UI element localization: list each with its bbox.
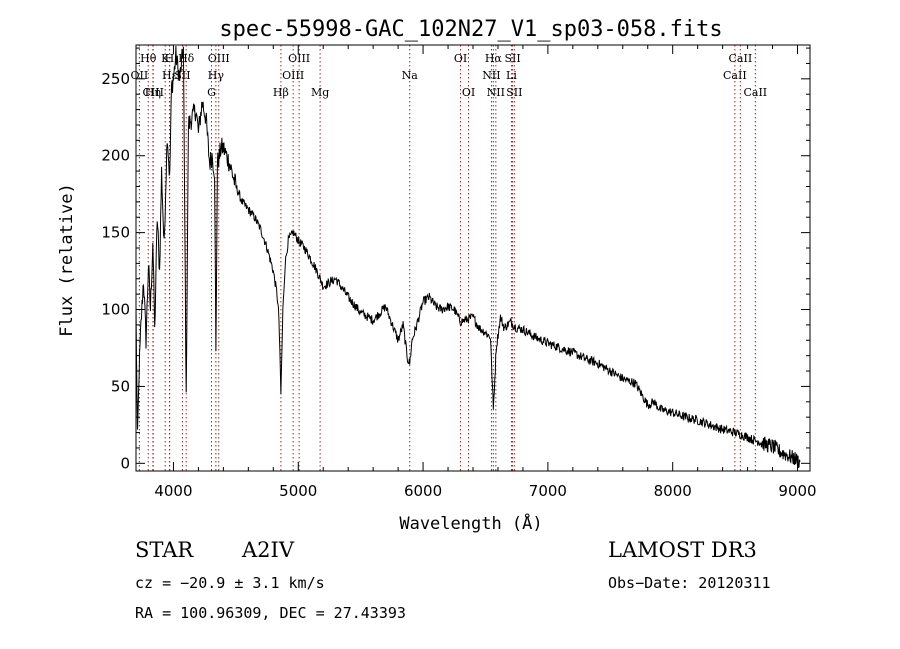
absorption-line-label: CaII (729, 52, 753, 65)
absorption-line-label: SII (174, 69, 190, 82)
absorption-line-label: G (207, 86, 216, 99)
y-axis-label: Flux (relative) (57, 183, 77, 337)
x-tick-label: 5000 (279, 482, 317, 500)
x-tick-label: 9000 (778, 482, 816, 500)
absorption-line-label: OI (462, 86, 475, 99)
y-tick-label: 50 (111, 377, 130, 395)
observation-date: Obs−Date: 20120311 (608, 574, 771, 592)
survey-name: LAMOST DR3 (608, 538, 757, 562)
y-tick-label: 0 (120, 454, 130, 472)
absorption-line-label: K (161, 52, 170, 65)
absorption-line-label: Hη (145, 86, 161, 99)
y-tick-label: 100 (101, 301, 130, 319)
absorption-line-label: Hδ (178, 52, 195, 65)
absorption-line-label: CaII (743, 86, 767, 99)
y-tick-label: 200 (101, 147, 130, 165)
absorption-line-label: OI (454, 52, 467, 65)
absorption-line-label: CIII (142, 86, 163, 99)
absorption-line-label: Mg (311, 86, 329, 99)
absorption-line-label: OIII (282, 69, 304, 82)
object-class: STAR (135, 538, 194, 562)
spectrum-line (135, 45, 801, 469)
coordinates: RA = 100.96309, DEC = 27.43393 (135, 604, 406, 622)
absorption-line-label: Na (402, 69, 419, 82)
absorption-line-label: Hθ (140, 52, 157, 65)
absorption-line-label: H (165, 52, 175, 65)
absorption-line-label: SII (506, 86, 522, 99)
redshift-cz: cz = −20.9 ± 3.1 km/s (135, 574, 325, 592)
absorption-line-label: OIII (288, 52, 310, 65)
plot-frame (135, 44, 811, 472)
y-tick-label: 250 (101, 70, 130, 88)
object-subclass: A2IV (242, 538, 294, 562)
absorption-line-label: CaII (723, 69, 747, 82)
absorption-line-label: Hβ (273, 86, 289, 99)
absorption-line-label: NII (482, 69, 500, 82)
x-tick-label: 6000 (404, 482, 442, 500)
absorption-line-label: Hα (485, 52, 503, 65)
absorption-line-label: NII (487, 86, 505, 99)
absorption-line-label: OIII (208, 52, 230, 65)
chart-title: spec-55998-GAC_102N27_V1_sp03-058.fits (219, 17, 722, 42)
x-axis-label: Wavelength (Å) (399, 512, 542, 534)
x-tick-label: 7000 (529, 482, 567, 500)
y-tick-label: 150 (101, 224, 130, 242)
absorption-lines (138, 45, 756, 471)
absorption-line-label: SII (504, 52, 520, 65)
absorption-line-label: Hγ (208, 69, 225, 82)
x-tick-label: 8000 (654, 482, 692, 500)
absorption-line-label: OII (131, 69, 149, 82)
y-axis-ticks: 0 50 100 150 200 250 (101, 47, 810, 472)
x-tick-label: 4000 (154, 482, 192, 500)
x-axis-ticks: 4000 5000 6000 7000 8000 9000 (154, 45, 817, 500)
absorption-line-label: Li (506, 69, 517, 82)
